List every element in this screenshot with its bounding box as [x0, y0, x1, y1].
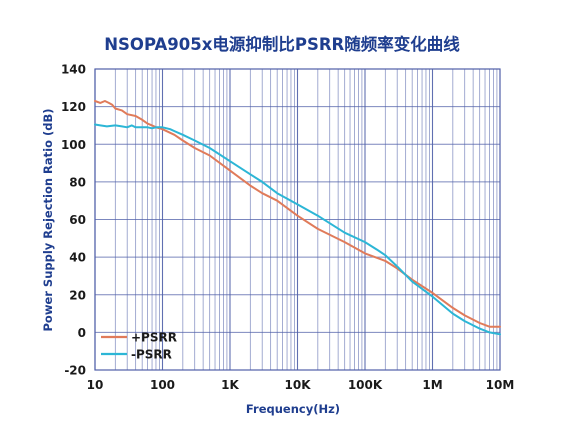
y-tick-label: -20 [64, 364, 86, 378]
legend: +PSRR -PSRR [101, 331, 177, 362]
x-tick-label: 10 [87, 378, 104, 392]
y-tick-label: 60 [69, 213, 86, 227]
plot-frame [94, 68, 501, 371]
y-tick-label: 20 [69, 288, 86, 302]
y-tick-label: 0 [78, 326, 86, 340]
tick-labels: 10 100 1K 10K 100K 1M 10M -20 0 20 40 60 80 100 120 140 [61, 63, 514, 393]
legend-label: -PSRR [131, 348, 172, 362]
y-axis-title: Power Supply Rejection Ratio (dB) [41, 108, 55, 331]
x-tick-label: 10M [486, 378, 515, 392]
series-line-plus-psrr [94, 100, 501, 328]
chart-title: NSOPA905x电源抑制比PSRR随频率变化曲线 [104, 34, 460, 54]
series-lines [94, 100, 501, 336]
x-tick-label: 1M [422, 378, 442, 392]
x-tick-label: 10K [285, 378, 312, 392]
series-line-minus-psrr [94, 123, 501, 336]
x-axis-title: Frequency(Hz) [246, 402, 340, 416]
x-tick-label: 100 [150, 378, 175, 392]
legend-label: +PSRR [131, 331, 177, 345]
y-tick-label: 80 [69, 175, 86, 189]
y-tick-label: 100 [61, 138, 86, 152]
x-tick-label: 1K [221, 378, 239, 392]
y-tick-label: 120 [61, 100, 86, 114]
grid-lines [94, 68, 500, 371]
x-tick-label: 100K [348, 378, 383, 392]
y-tick-label: 40 [69, 251, 86, 265]
y-tick-label: 140 [61, 63, 86, 77]
